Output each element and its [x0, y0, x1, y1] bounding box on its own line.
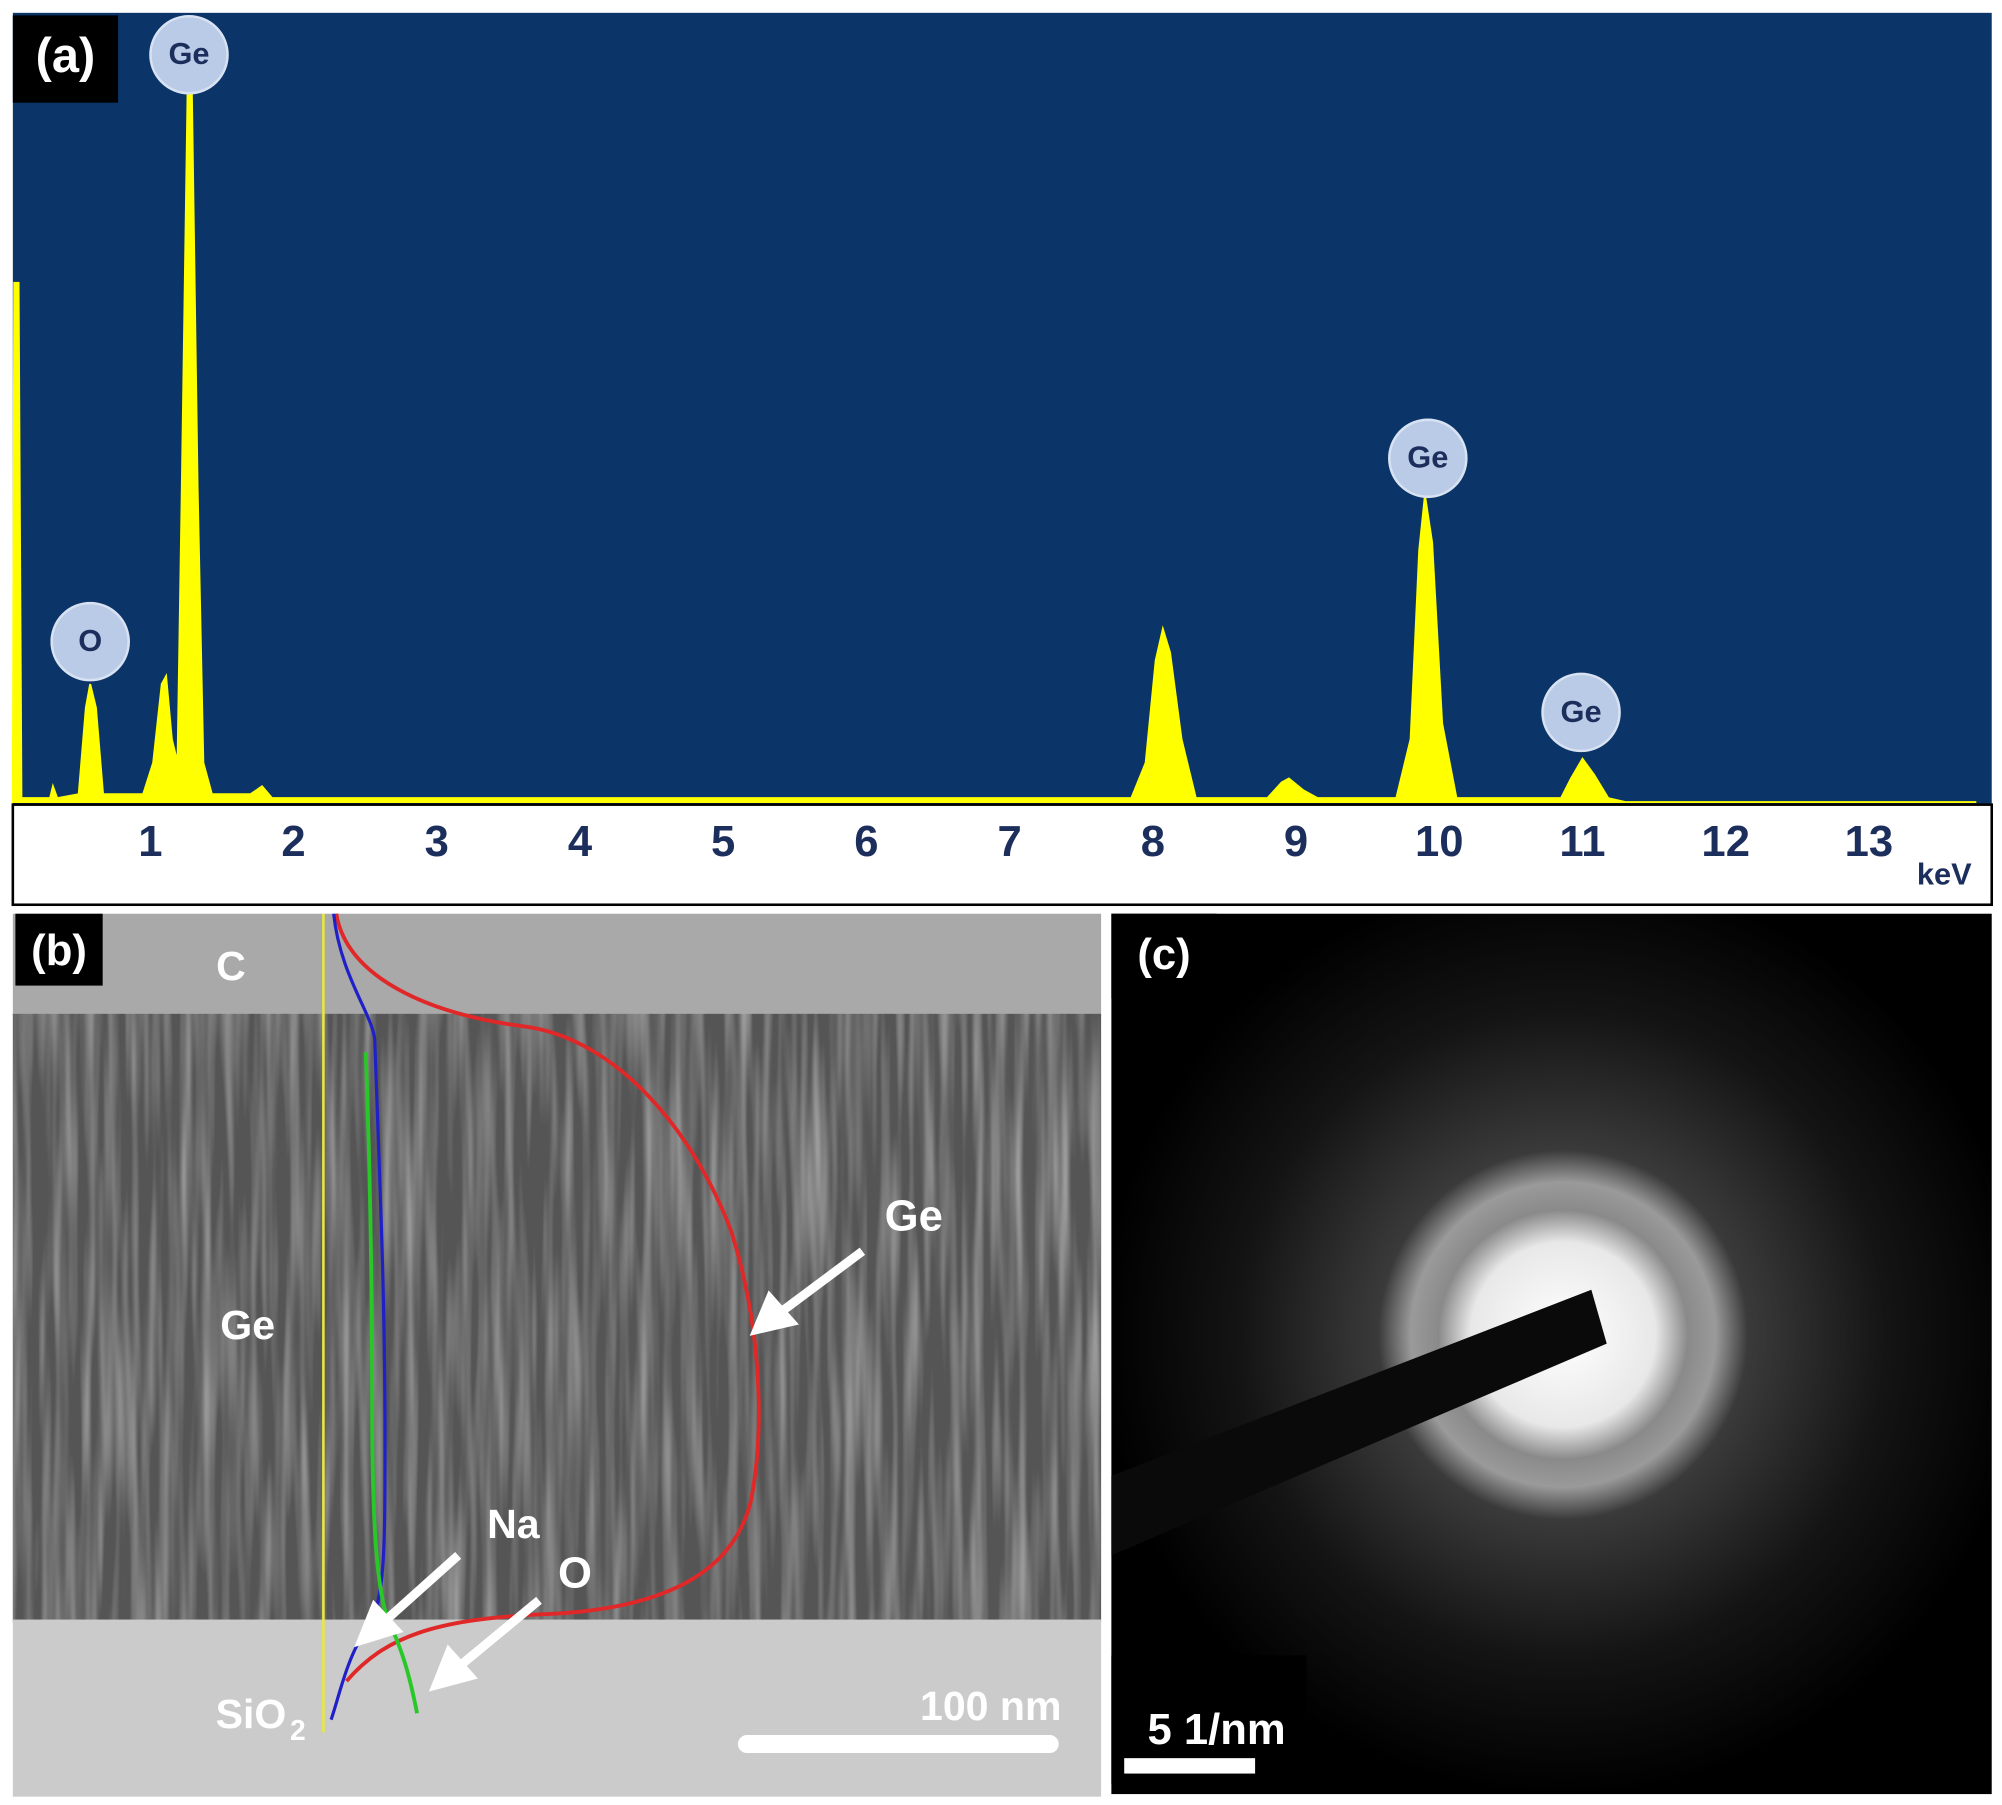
x-tick-label: 13 — [1845, 818, 1894, 866]
arrows — [354, 1247, 866, 1692]
peak-label: Ge — [1561, 694, 1602, 729]
peak-label: Ge — [168, 36, 209, 71]
peak-label-bubble — [1541, 672, 1621, 753]
x-tick-label: 3 — [425, 818, 449, 866]
tem-panel: (b) C Ge SiO 2 Ge Na O 100 nm — [12, 913, 1102, 1797]
ge-texture — [12, 1013, 1102, 1623]
x-tick-label: 1 — [138, 818, 162, 866]
panel-label: (a) — [36, 29, 96, 83]
panel-label: (b) — [31, 927, 87, 975]
scale-bar — [737, 1735, 1059, 1754]
x-tick-label: 8 — [1141, 818, 1165, 866]
x-tick-label: 5 — [711, 818, 735, 866]
layer-label-subscript: 2 — [290, 1714, 306, 1746]
x-tick-label: 10 — [1415, 818, 1464, 866]
x-tick-label: 12 — [1701, 818, 1750, 866]
panel-label-box — [1111, 913, 1217, 999]
spectrum-background — [12, 12, 1992, 805]
x-tick-label: 7 — [997, 818, 1021, 866]
peak-label-bubble — [1388, 418, 1468, 499]
o-profile — [363, 1052, 419, 1714]
x-tick-label: 11 — [1559, 818, 1605, 866]
curve-label: Ge — [885, 1193, 943, 1241]
peak-label-bubble — [149, 14, 229, 95]
scale-bar — [1124, 1758, 1256, 1774]
peak-label: O — [78, 623, 102, 658]
peak-label: Ge — [1407, 440, 1448, 475]
x-tick-label: 9 — [1284, 818, 1308, 866]
panel-label: (c) — [1137, 931, 1190, 979]
x-tick-label: 4 — [568, 818, 593, 866]
curve-label: O — [558, 1549, 592, 1597]
panel-label-box — [12, 15, 119, 103]
curve-label: Na — [487, 1501, 541, 1547]
x-axis-unit: keV — [1917, 857, 1972, 892]
x-tick-label: 6 — [854, 818, 878, 866]
peak-label-bubble — [50, 601, 130, 682]
scale-bar-label: 100 nm — [920, 1683, 1061, 1729]
carbon-layer — [12, 913, 1102, 1017]
layer-label: SiO — [216, 1691, 287, 1737]
layer-label: C — [216, 943, 246, 989]
diffraction-panel: (c) 5 1/nm — [1111, 913, 1992, 1795]
x-tick-label: 2 — [281, 818, 305, 866]
layer-label: Ge — [220, 1302, 275, 1348]
panel-label-box — [15, 913, 103, 986]
scale-bar-label: 5 1/nm — [1147, 1706, 1285, 1754]
energy-axis-box — [11, 803, 1994, 907]
ge-profile — [334, 913, 761, 1683]
beam-stop — [1111, 1289, 1607, 1556]
spectrum-area — [11, 93, 1977, 804]
sio2-layer — [12, 1619, 1102, 1797]
